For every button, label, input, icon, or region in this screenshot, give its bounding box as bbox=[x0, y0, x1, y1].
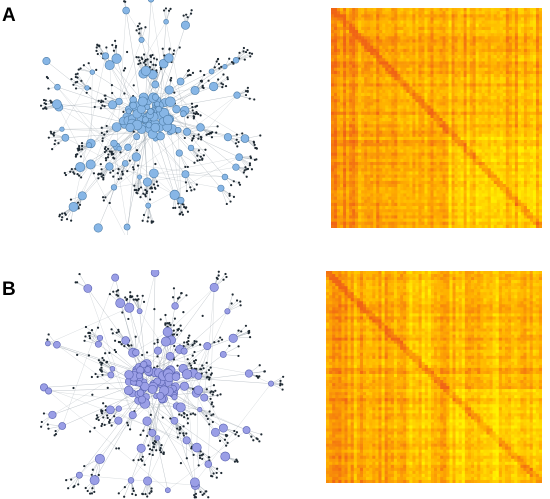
heatmap-a bbox=[331, 8, 542, 228]
heatmap-b bbox=[326, 271, 542, 483]
network-hub-nodes bbox=[42, 0, 250, 233]
panel-label-a: A bbox=[2, 5, 16, 26]
panel-label-b: B bbox=[2, 279, 16, 300]
heatmap-cells bbox=[326, 271, 542, 483]
network-hub-nodes bbox=[40, 270, 274, 494]
network-graph-b bbox=[40, 270, 285, 499]
network-graph-a bbox=[40, 0, 280, 235]
heatmap-cells bbox=[331, 8, 542, 228]
